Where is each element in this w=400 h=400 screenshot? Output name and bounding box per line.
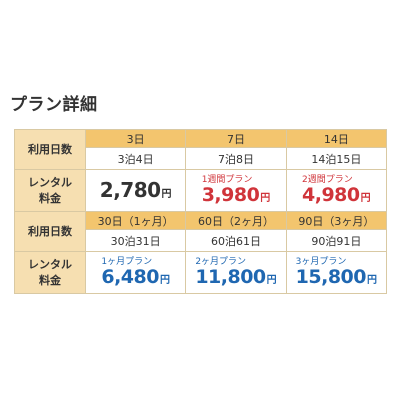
yen-unit: 円	[161, 189, 172, 200]
price-60-days: 2ヶ月プラン 11,800円	[185, 251, 287, 294]
nights-14-days: 14泊15日	[285, 147, 388, 170]
duration-60-days: 60日（2ヶ月）	[185, 211, 287, 230]
nights-30-days: 30泊31日	[84, 229, 187, 252]
nights-60-days: 60泊61日	[185, 229, 287, 252]
price-value: 11,800	[195, 266, 266, 288]
price-value: 15,800	[295, 266, 367, 288]
yen-unit: 円	[266, 275, 277, 286]
usage-days-label: 利用日数	[14, 129, 86, 170]
plan-name: 2ヶ月プラン	[195, 257, 247, 267]
rental-fee-label-line2: 料金	[39, 273, 61, 287]
plan-table: 利用日数 3日 7日 14日 3泊4日 7泊8日 14泊15日 レンタル 料金 …	[14, 129, 388, 294]
section1-header-row: 利用日数 3日 7日 14日	[14, 129, 388, 170]
price-value: 3,980	[201, 184, 260, 206]
nights-3-days: 3泊4日	[84, 147, 187, 170]
section1-price-row: レンタル 料金 2,780円 1週間プラン 3,980円 2週間プラン 4,98…	[14, 169, 388, 212]
price-3-days: 2,780円	[84, 169, 187, 212]
yen-unit: 円	[366, 275, 377, 286]
nights-7-days: 7泊8日	[185, 147, 287, 170]
section2-price-row: レンタル 料金 1ヶ月プラン 6,480円 2ヶ月プラン 11,800円 3ヶ月…	[14, 251, 388, 294]
plan-name: 3ヶ月プラン	[295, 257, 347, 267]
duration-90-days: 90日（3ヶ月）	[285, 211, 388, 230]
page-title: プラン詳細	[10, 95, 98, 115]
price-90-days: 3ヶ月プラン 15,800円	[285, 251, 388, 294]
section2-header-row: 利用日数 30日（1ヶ月） 60日（2ヶ月） 90日（3ヶ月）	[14, 211, 388, 252]
price-30-days: 1ヶ月プラン 6,480円	[84, 251, 187, 294]
plan-name: 1ヶ月プラン	[101, 257, 153, 267]
duration-7-days: 7日	[185, 129, 287, 148]
yen-unit: 円	[360, 193, 371, 204]
duration-30-days: 30日（1ヶ月）	[84, 211, 187, 230]
rental-fee-label-line2: 料金	[39, 191, 61, 205]
duration-3-days: 3日	[84, 129, 187, 148]
price-value: 2,780	[99, 178, 161, 202]
yen-unit: 円	[159, 275, 170, 286]
price-value: 4,980	[302, 184, 360, 206]
rental-fee-label: レンタル 料金	[14, 169, 86, 212]
usage-days-label: 利用日数	[14, 211, 86, 252]
section2-nights-row: 30泊31日 60泊61日 90泊91日	[15, 229, 388, 252]
plan-name: 1週間プラン	[201, 175, 253, 185]
price-7-days: 1週間プラン 3,980円	[185, 169, 287, 212]
rental-fee-label-line1: レンタル	[28, 257, 72, 271]
section1-nights-row: 3泊4日 7泊8日 14泊15日	[15, 147, 388, 170]
price-14-days: 2週間プラン 4,980円	[285, 169, 388, 212]
yen-unit: 円	[260, 193, 271, 204]
nights-90-days: 90泊91日	[285, 229, 388, 252]
duration-14-days: 14日	[285, 129, 388, 148]
plan-name: 2週間プラン	[302, 175, 353, 185]
price-value: 6,480	[101, 266, 159, 288]
rental-fee-label-line1: レンタル	[28, 175, 72, 189]
rental-fee-label: レンタル 料金	[14, 251, 86, 294]
